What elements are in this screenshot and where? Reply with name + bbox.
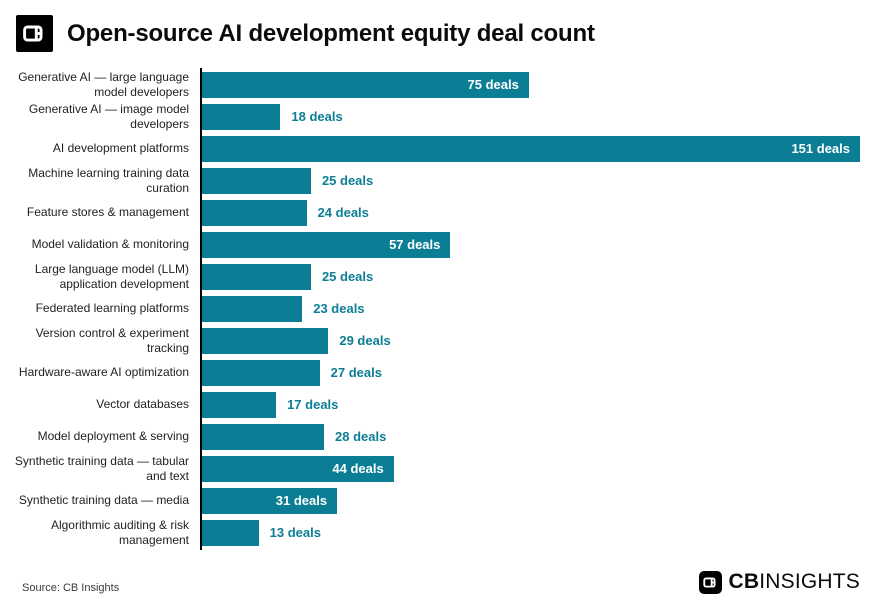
chart-row: Large language model (LLM) application d…: [0, 261, 860, 291]
chart-row: Vector databases 17 deals: [0, 392, 860, 418]
bar-track: 24 deals: [202, 200, 860, 226]
bar-track: 23 deals: [202, 296, 860, 322]
chart-row: Federated learning platforms 23 deals: [0, 296, 860, 322]
cb-insights-logo-icon-small: [699, 570, 723, 594]
bar: [202, 72, 529, 98]
bar: [202, 200, 307, 226]
category-label: Feature stores & management: [26, 205, 189, 220]
chart-row: AI development platforms 151 deals: [0, 136, 860, 162]
category-label: Algorithmic auditing & risk management: [50, 517, 189, 547]
cb-mark-icon: [23, 25, 43, 42]
category-label: Version control & experiment tracking: [35, 325, 189, 355]
footer: Source: CB Insights CB INSIGHTS: [0, 570, 880, 612]
category-label: Hardware-aware AI optimization: [18, 365, 189, 380]
category-label: AI development platforms: [52, 141, 189, 156]
bar: [202, 264, 311, 290]
bar: [202, 424, 324, 450]
bar-track: 44 deals: [202, 456, 860, 482]
bar: [202, 520, 259, 546]
value-label: 31 deals: [275, 493, 328, 508]
bar: [202, 232, 451, 258]
category-label: Synthetic training data — media: [18, 493, 189, 508]
chart-row: Synthetic training data — tabular and te…: [0, 453, 860, 483]
value-label: 151 deals: [791, 141, 850, 156]
value-label: 28 deals: [335, 429, 387, 444]
bar-track: 25 deals: [202, 168, 860, 194]
bar-track: 57 deals: [202, 232, 860, 258]
bar-track: 75 deals: [202, 72, 860, 98]
bar-track: 31 deals: [202, 488, 860, 514]
bar: [202, 392, 277, 418]
bar-track: 29 deals: [202, 328, 860, 354]
chart-row: Machine learning training data curation 2…: [0, 165, 860, 195]
cb-insights-logo-icon: [16, 15, 53, 52]
chart-row: Generative AI — image model developers 18…: [0, 101, 860, 131]
chart-row: Feature stores & management 24 deals: [0, 200, 860, 226]
bar: [202, 328, 329, 354]
category-label: Large language model (LLM) application d…: [34, 261, 189, 291]
value-label: 44 deals: [332, 461, 384, 476]
value-label: 13 deals: [269, 525, 321, 540]
cb-mark-icon: [703, 576, 717, 588]
value-label: 25 deals: [321, 269, 374, 284]
chart-row: Algorithmic auditing & risk management 13…: [0, 517, 860, 547]
category-label: Federated learning platforms: [35, 301, 189, 316]
bar-track: 151 deals: [202, 136, 860, 162]
chart-rows: Generative AI — large language model dev…: [0, 69, 860, 547]
bar-track: 13 deals: [202, 520, 860, 546]
bar: [202, 456, 394, 482]
brand-cb: CB: [728, 570, 760, 593]
chart-row: Model deployment & serving 28 deals: [0, 424, 860, 450]
y-axis-line: [200, 68, 202, 550]
source-note: Source: CB Insights: [22, 582, 120, 594]
category-label: Generative AI — large language model dev…: [18, 69, 189, 99]
bar: [202, 168, 311, 194]
value-label: 27 deals: [330, 365, 382, 380]
bar-track: 27 deals: [202, 360, 860, 386]
chart-row: Hardware-aware AI optimization 27 deals: [0, 360, 860, 386]
category-label: Model validation & monitoring: [31, 237, 189, 252]
bar: [202, 488, 338, 514]
cb-insights-wordmark: CB INSIGHTS: [699, 570, 860, 594]
bar-track: 28 deals: [202, 424, 860, 450]
chart-row: Synthetic training data — media 31 deals: [0, 488, 860, 514]
value-label: 25 deals: [321, 173, 374, 188]
bar: [202, 360, 320, 386]
chart-row: Model validation & monitoring 57 deals: [0, 232, 860, 258]
chart-row: Version control & experiment tracking 29 …: [0, 325, 860, 355]
value-label: 57 deals: [389, 237, 441, 252]
page-title: Open-source AI development equity deal c…: [67, 19, 595, 47]
value-label: 75 deals: [467, 77, 519, 92]
bar: [202, 104, 281, 130]
bar-track: 17 deals: [202, 392, 860, 418]
category-label: Generative AI — image model developers: [28, 101, 189, 131]
chart-row: Generative AI — large language model dev…: [0, 69, 860, 99]
category-label: Model deployment & serving: [37, 429, 189, 444]
value-label: 29 deals: [339, 333, 391, 348]
bar-track: 25 deals: [202, 264, 860, 290]
bar-track: 18 deals: [202, 104, 860, 130]
category-label: Vector databases: [96, 397, 189, 412]
value-label: 24 deals: [317, 205, 369, 220]
category-label: Synthetic training data — tabular and te…: [14, 453, 189, 483]
bar: [202, 136, 860, 162]
bar: [202, 296, 303, 322]
bar-chart: Generative AI — large language model dev…: [0, 68, 880, 550]
brand-insights: INSIGHTS: [759, 570, 860, 593]
header: Open-source AI development equity deal c…: [0, 0, 880, 62]
value-label: 23 deals: [313, 301, 365, 316]
brand-text: CB INSIGHTS: [728, 570, 860, 594]
value-label: 18 deals: [291, 109, 343, 124]
value-label: 17 deals: [287, 397, 339, 412]
category-label: Machine learning training data curation: [28, 165, 189, 195]
